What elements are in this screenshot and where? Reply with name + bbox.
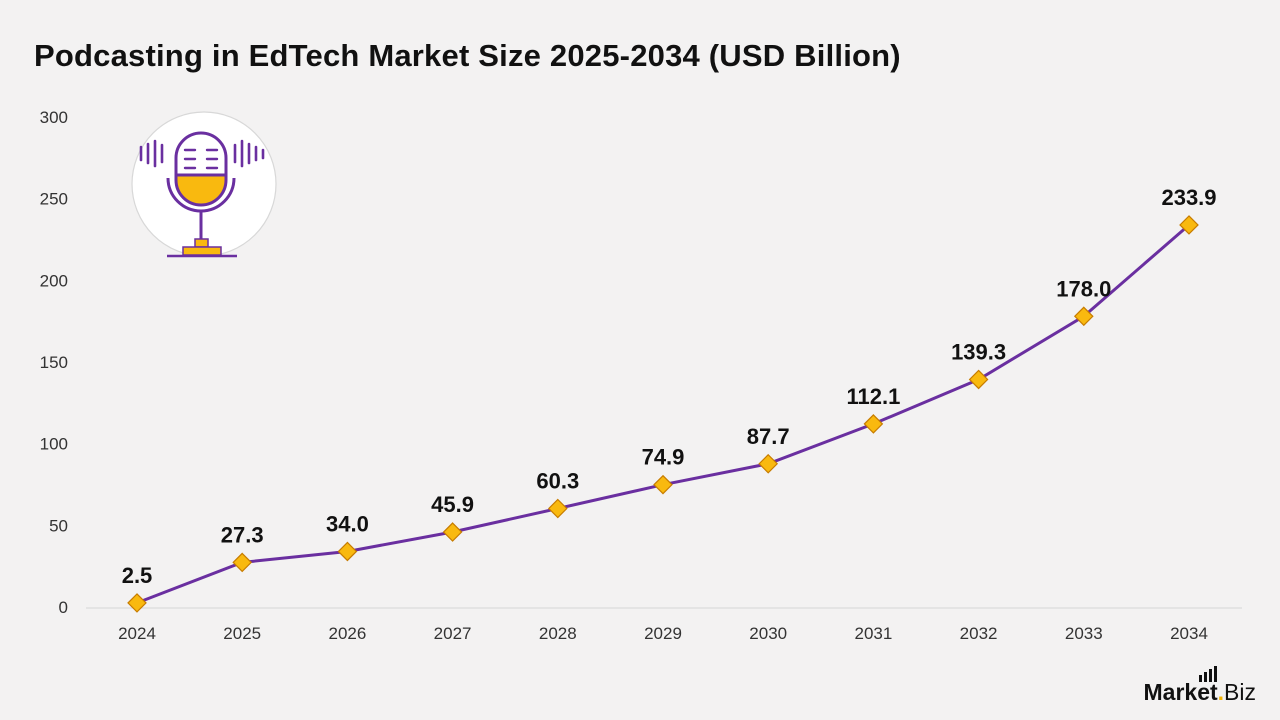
y-tick-label: 100 xyxy=(40,435,68,454)
data-point-marker xyxy=(337,541,358,562)
data-label: 74.9 xyxy=(642,445,685,470)
y-tick-label: 250 xyxy=(40,190,68,209)
brand-logo: Market.Biz xyxy=(1144,679,1257,706)
data-label: 87.7 xyxy=(747,424,790,449)
x-tick-label: 2024 xyxy=(118,624,156,643)
x-tick-label: 2030 xyxy=(749,624,787,643)
data-point-marker xyxy=(968,369,989,390)
data-markers xyxy=(127,215,1199,613)
data-point-marker xyxy=(442,522,463,542)
microphone-icon xyxy=(131,111,277,258)
brand-name-prefix: Market xyxy=(1143,679,1218,705)
data-point-marker xyxy=(758,453,779,474)
chart-title: Podcasting in EdTech Market Size 2025-20… xyxy=(34,38,901,73)
data-point-marker xyxy=(863,414,884,434)
data-label: 34.0 xyxy=(326,511,369,536)
data-point-marker xyxy=(232,552,253,573)
data-point-marker xyxy=(547,498,568,519)
data-point-marker xyxy=(1179,215,1199,235)
data-label: 27.3 xyxy=(221,522,264,547)
brand-name-dot: . xyxy=(1217,679,1225,705)
x-tick-label: 2034 xyxy=(1170,624,1208,643)
data-label: 60.3 xyxy=(536,469,579,494)
data-labels: 2.5 27.3 34.0 45.9 60.3 74.9 87.7 112.1 139.3 178… xyxy=(122,185,1217,588)
y-axis: 0 50 100 150 200 250 300 xyxy=(40,108,68,617)
x-tick-label: 2026 xyxy=(328,624,366,643)
data-label: 139.3 xyxy=(951,339,1006,364)
x-axis: 2024 2025 2026 2027 2028 2029 2030 2031 2032 2033… xyxy=(118,624,1208,643)
x-tick-label: 2029 xyxy=(644,624,682,643)
x-tick-label: 2025 xyxy=(223,624,261,643)
x-tick-label: 2027 xyxy=(434,624,472,643)
x-tick-label: 2031 xyxy=(854,624,892,643)
data-point-marker xyxy=(127,593,147,613)
data-label: 45.9 xyxy=(431,492,474,517)
y-tick-label: 150 xyxy=(40,353,68,372)
y-tick-label: 200 xyxy=(40,271,68,290)
data-label: 178.0 xyxy=(1056,276,1111,301)
data-label: 112.1 xyxy=(846,384,900,409)
data-label: 2.5 xyxy=(122,563,153,588)
x-tick-label: 2033 xyxy=(1065,624,1103,643)
brand-name-suffix: Biz xyxy=(1224,679,1256,705)
x-tick-label: 2028 xyxy=(539,624,577,643)
series-line xyxy=(136,223,1190,605)
data-label: 233.9 xyxy=(1161,185,1216,210)
data-point-marker xyxy=(653,474,673,495)
brand-bars-icon xyxy=(1199,666,1217,682)
x-tick-label: 2032 xyxy=(960,624,998,643)
y-tick-label: 0 xyxy=(59,598,68,617)
y-tick-label: 50 xyxy=(49,516,68,535)
data-point-marker xyxy=(1073,306,1094,327)
y-tick-label: 300 xyxy=(40,108,68,127)
